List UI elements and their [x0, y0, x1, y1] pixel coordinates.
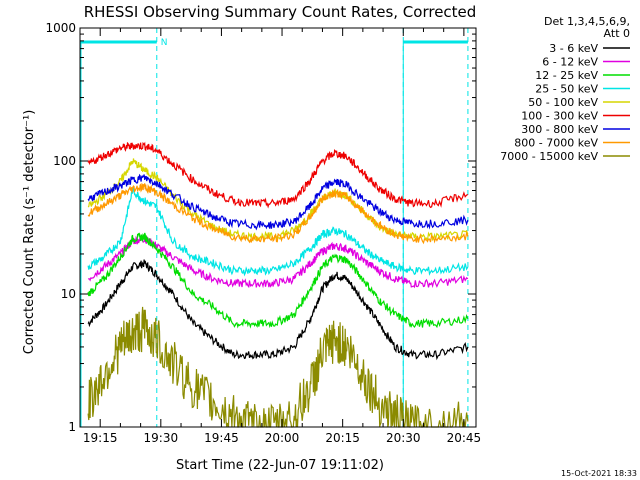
x-tick-label-0: 19:15	[83, 431, 118, 445]
series-line-2	[87, 232, 469, 329]
y-axis-label: Corrected Count Rate (s⁻¹ detector⁻¹)	[22, 110, 37, 355]
legend-label-4: 50 - 100 keV	[528, 96, 598, 109]
x-axis-label: Start Time (22-Jun-07 19:11:02)	[176, 458, 384, 473]
y-tick-label-3: 1000	[45, 21, 76, 35]
legend-header-detectors: Det 1,3,4,5,6,9,	[544, 15, 630, 28]
x-tick-label-4: 20:15	[325, 431, 360, 445]
legend-label-3: 25 - 50 keV	[535, 83, 598, 96]
series-line-8	[87, 306, 469, 428]
x-tick-label-6: 20:45	[447, 431, 482, 445]
legend-label-7: 800 - 7000 keV	[514, 137, 598, 150]
x-tick-label-3: 20:00	[265, 431, 300, 445]
plot-frame	[79, 27, 477, 428]
legend-label-0: 3 - 6 keV	[549, 42, 598, 55]
legend-label-2: 12 - 25 keV	[535, 69, 598, 82]
chart-title: RHESSI Observing Summary Count Rates, Co…	[84, 3, 477, 21]
y-tick-label-1: 10	[61, 287, 76, 301]
legend-label-1: 6 - 12 keV	[542, 56, 598, 69]
series-line-0	[87, 259, 469, 361]
night-flag-label: N	[161, 38, 168, 48]
series-line-6	[87, 173, 469, 231]
y-tick-label-0: 1	[68, 420, 76, 434]
legend-label-5: 100 - 300 keV	[521, 110, 598, 123]
legend-header-attenuator: Att 0	[604, 27, 630, 40]
series-line-5	[87, 141, 469, 209]
x-tick-label-2: 19:45	[204, 431, 239, 445]
footer-date: 15-Oct-2021 18:33	[561, 469, 637, 478]
night-annotations: N	[80, 28, 469, 427]
series-line-7	[87, 182, 469, 245]
legend-label-6: 300 - 800 keV	[521, 123, 598, 136]
axes: 19:15 19:30 19:45 20:00 20:15 20:30 20:45 1 10 10…	[45, 21, 481, 445]
series-layer	[87, 141, 469, 428]
x-tick-label-5: 20:30	[386, 431, 421, 445]
series-line-3	[87, 187, 469, 277]
legend-label-8: 7000 - 15000 keV	[500, 150, 598, 163]
x-tick-label-1: 19:30	[144, 431, 179, 445]
y-tick-label-2: 100	[53, 154, 76, 168]
